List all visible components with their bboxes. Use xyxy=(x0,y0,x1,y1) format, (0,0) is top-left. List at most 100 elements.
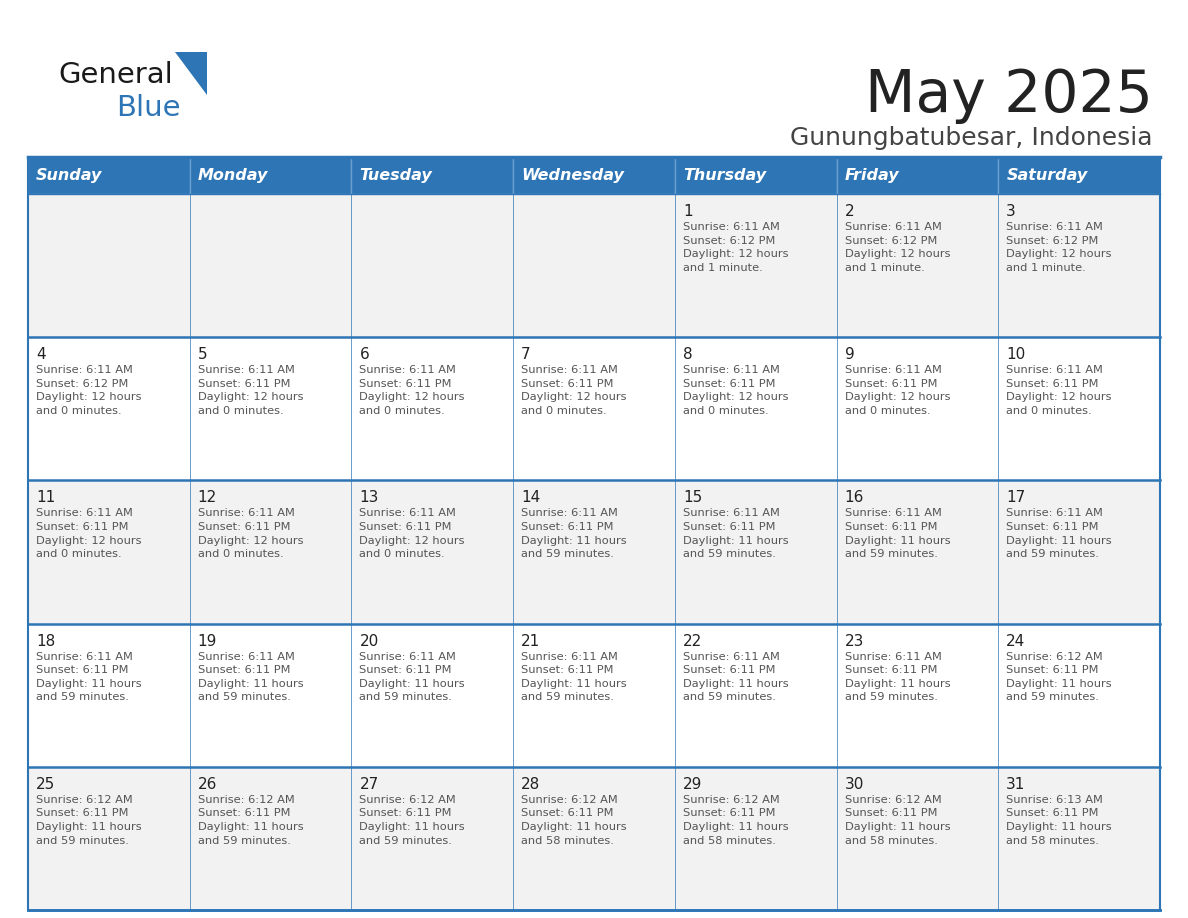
Text: Sunrise: 6:12 AM
Sunset: 6:11 PM
Daylight: 11 hours
and 59 minutes.: Sunrise: 6:12 AM Sunset: 6:11 PM Dayligh… xyxy=(1006,652,1112,702)
Text: May 2025: May 2025 xyxy=(865,66,1154,124)
Text: Sunrise: 6:12 AM
Sunset: 6:11 PM
Daylight: 11 hours
and 58 minutes.: Sunrise: 6:12 AM Sunset: 6:11 PM Dayligh… xyxy=(845,795,950,845)
Text: 15: 15 xyxy=(683,490,702,506)
Text: 12: 12 xyxy=(197,490,217,506)
Text: Sunrise: 6:12 AM
Sunset: 6:11 PM
Daylight: 11 hours
and 58 minutes.: Sunrise: 6:12 AM Sunset: 6:11 PM Dayligh… xyxy=(522,795,627,845)
Bar xyxy=(352,194,513,337)
Bar xyxy=(675,337,836,480)
Bar xyxy=(513,767,675,910)
Bar xyxy=(29,480,190,623)
Bar xyxy=(513,337,675,480)
Text: 13: 13 xyxy=(360,490,379,506)
Text: Sunrise: 6:11 AM
Sunset: 6:11 PM
Daylight: 11 hours
and 59 minutes.: Sunrise: 6:11 AM Sunset: 6:11 PM Dayligh… xyxy=(683,509,789,559)
Bar xyxy=(998,194,1159,337)
Text: Blue: Blue xyxy=(116,94,181,122)
Text: Sunrise: 6:12 AM
Sunset: 6:11 PM
Daylight: 11 hours
and 58 minutes.: Sunrise: 6:12 AM Sunset: 6:11 PM Dayligh… xyxy=(683,795,789,845)
Text: Wednesday: Wednesday xyxy=(522,168,624,183)
Text: Sunrise: 6:11 AM
Sunset: 6:12 PM
Daylight: 12 hours
and 1 minute.: Sunrise: 6:11 AM Sunset: 6:12 PM Dayligh… xyxy=(845,222,950,273)
Text: 18: 18 xyxy=(36,633,56,649)
Text: Tuesday: Tuesday xyxy=(360,168,432,183)
Text: 27: 27 xyxy=(360,777,379,792)
Text: 24: 24 xyxy=(1006,633,1025,649)
Bar xyxy=(675,157,836,194)
Text: Sunrise: 6:11 AM
Sunset: 6:11 PM
Daylight: 11 hours
and 59 minutes.: Sunrise: 6:11 AM Sunset: 6:11 PM Dayligh… xyxy=(197,652,303,702)
Bar xyxy=(836,480,998,623)
Text: Thursday: Thursday xyxy=(683,168,766,183)
Text: Sunrise: 6:12 AM
Sunset: 6:11 PM
Daylight: 11 hours
and 59 minutes.: Sunrise: 6:12 AM Sunset: 6:11 PM Dayligh… xyxy=(197,795,303,845)
Text: Sunrise: 6:11 AM
Sunset: 6:11 PM
Daylight: 12 hours
and 0 minutes.: Sunrise: 6:11 AM Sunset: 6:11 PM Dayligh… xyxy=(36,509,141,559)
Text: 14: 14 xyxy=(522,490,541,506)
Text: Monday: Monday xyxy=(197,168,268,183)
Bar xyxy=(352,623,513,767)
Bar xyxy=(352,480,513,623)
Text: 11: 11 xyxy=(36,490,56,506)
Text: 9: 9 xyxy=(845,347,854,363)
Text: Sunrise: 6:11 AM
Sunset: 6:11 PM
Daylight: 12 hours
and 0 minutes.: Sunrise: 6:11 AM Sunset: 6:11 PM Dayligh… xyxy=(522,365,626,416)
Bar xyxy=(513,623,675,767)
Text: Sunrise: 6:11 AM
Sunset: 6:11 PM
Daylight: 11 hours
and 59 minutes.: Sunrise: 6:11 AM Sunset: 6:11 PM Dayligh… xyxy=(1006,509,1112,559)
Text: Sunrise: 6:11 AM
Sunset: 6:11 PM
Daylight: 12 hours
and 0 minutes.: Sunrise: 6:11 AM Sunset: 6:11 PM Dayligh… xyxy=(197,365,303,416)
Text: Sunrise: 6:11 AM
Sunset: 6:11 PM
Daylight: 11 hours
and 59 minutes.: Sunrise: 6:11 AM Sunset: 6:11 PM Dayligh… xyxy=(360,652,465,702)
Bar xyxy=(29,767,190,910)
Bar xyxy=(513,194,675,337)
Text: Sunrise: 6:11 AM
Sunset: 6:11 PM
Daylight: 11 hours
and 59 minutes.: Sunrise: 6:11 AM Sunset: 6:11 PM Dayligh… xyxy=(845,652,950,702)
Text: Sunday: Sunday xyxy=(36,168,102,183)
Bar xyxy=(836,623,998,767)
Text: 10: 10 xyxy=(1006,347,1025,363)
Bar xyxy=(513,480,675,623)
Text: Sunrise: 6:11 AM
Sunset: 6:11 PM
Daylight: 12 hours
and 0 minutes.: Sunrise: 6:11 AM Sunset: 6:11 PM Dayligh… xyxy=(683,365,789,416)
Text: Sunrise: 6:11 AM
Sunset: 6:11 PM
Daylight: 12 hours
and 0 minutes.: Sunrise: 6:11 AM Sunset: 6:11 PM Dayligh… xyxy=(197,509,303,559)
Bar xyxy=(998,157,1159,194)
Text: 19: 19 xyxy=(197,633,217,649)
Bar xyxy=(675,623,836,767)
Bar xyxy=(352,337,513,480)
Bar xyxy=(998,480,1159,623)
Text: 3: 3 xyxy=(1006,204,1016,219)
Text: 8: 8 xyxy=(683,347,693,363)
Text: 17: 17 xyxy=(1006,490,1025,506)
Text: 29: 29 xyxy=(683,777,702,792)
Bar xyxy=(513,157,675,194)
Text: 21: 21 xyxy=(522,633,541,649)
Text: 6: 6 xyxy=(360,347,369,363)
Text: Sunrise: 6:11 AM
Sunset: 6:11 PM
Daylight: 11 hours
and 59 minutes.: Sunrise: 6:11 AM Sunset: 6:11 PM Dayligh… xyxy=(683,652,789,702)
Text: Sunrise: 6:11 AM
Sunset: 6:11 PM
Daylight: 11 hours
and 59 minutes.: Sunrise: 6:11 AM Sunset: 6:11 PM Dayligh… xyxy=(522,652,627,702)
Bar xyxy=(190,623,352,767)
Text: 23: 23 xyxy=(845,633,864,649)
Bar xyxy=(998,337,1159,480)
Text: Sunrise: 6:11 AM
Sunset: 6:11 PM
Daylight: 12 hours
and 0 minutes.: Sunrise: 6:11 AM Sunset: 6:11 PM Dayligh… xyxy=(360,365,465,416)
Polygon shape xyxy=(175,52,207,95)
Text: 22: 22 xyxy=(683,633,702,649)
Bar xyxy=(998,623,1159,767)
Text: 5: 5 xyxy=(197,347,208,363)
Text: 1: 1 xyxy=(683,204,693,219)
Bar xyxy=(29,337,190,480)
Text: Sunrise: 6:11 AM
Sunset: 6:11 PM
Daylight: 12 hours
and 0 minutes.: Sunrise: 6:11 AM Sunset: 6:11 PM Dayligh… xyxy=(845,365,950,416)
Bar xyxy=(836,157,998,194)
Bar xyxy=(352,767,513,910)
Text: 4: 4 xyxy=(36,347,45,363)
Text: Sunrise: 6:13 AM
Sunset: 6:11 PM
Daylight: 11 hours
and 58 minutes.: Sunrise: 6:13 AM Sunset: 6:11 PM Dayligh… xyxy=(1006,795,1112,845)
Text: Friday: Friday xyxy=(845,168,899,183)
Bar xyxy=(190,337,352,480)
Bar xyxy=(29,157,190,194)
Bar xyxy=(675,767,836,910)
Bar xyxy=(836,767,998,910)
Bar xyxy=(190,480,352,623)
Text: 2: 2 xyxy=(845,204,854,219)
Text: Sunrise: 6:12 AM
Sunset: 6:11 PM
Daylight: 11 hours
and 59 minutes.: Sunrise: 6:12 AM Sunset: 6:11 PM Dayligh… xyxy=(36,795,141,845)
Text: Gunungbatubesar, Indonesia: Gunungbatubesar, Indonesia xyxy=(790,126,1154,150)
Text: 26: 26 xyxy=(197,777,217,792)
Text: Sunrise: 6:11 AM
Sunset: 6:12 PM
Daylight: 12 hours
and 1 minute.: Sunrise: 6:11 AM Sunset: 6:12 PM Dayligh… xyxy=(683,222,789,273)
Text: Sunrise: 6:11 AM
Sunset: 6:11 PM
Daylight: 12 hours
and 0 minutes.: Sunrise: 6:11 AM Sunset: 6:11 PM Dayligh… xyxy=(360,509,465,559)
Text: Sunrise: 6:11 AM
Sunset: 6:11 PM
Daylight: 12 hours
and 0 minutes.: Sunrise: 6:11 AM Sunset: 6:11 PM Dayligh… xyxy=(1006,365,1112,416)
Bar xyxy=(29,623,190,767)
Text: Sunrise: 6:11 AM
Sunset: 6:12 PM
Daylight: 12 hours
and 0 minutes.: Sunrise: 6:11 AM Sunset: 6:12 PM Dayligh… xyxy=(36,365,141,416)
Bar xyxy=(190,157,352,194)
Text: Sunrise: 6:11 AM
Sunset: 6:11 PM
Daylight: 11 hours
and 59 minutes.: Sunrise: 6:11 AM Sunset: 6:11 PM Dayligh… xyxy=(522,509,627,559)
Text: Sunrise: 6:12 AM
Sunset: 6:11 PM
Daylight: 11 hours
and 59 minutes.: Sunrise: 6:12 AM Sunset: 6:11 PM Dayligh… xyxy=(360,795,465,845)
Text: 7: 7 xyxy=(522,347,531,363)
Bar xyxy=(675,480,836,623)
Text: 25: 25 xyxy=(36,777,56,792)
Bar xyxy=(998,767,1159,910)
Text: Saturday: Saturday xyxy=(1006,168,1087,183)
